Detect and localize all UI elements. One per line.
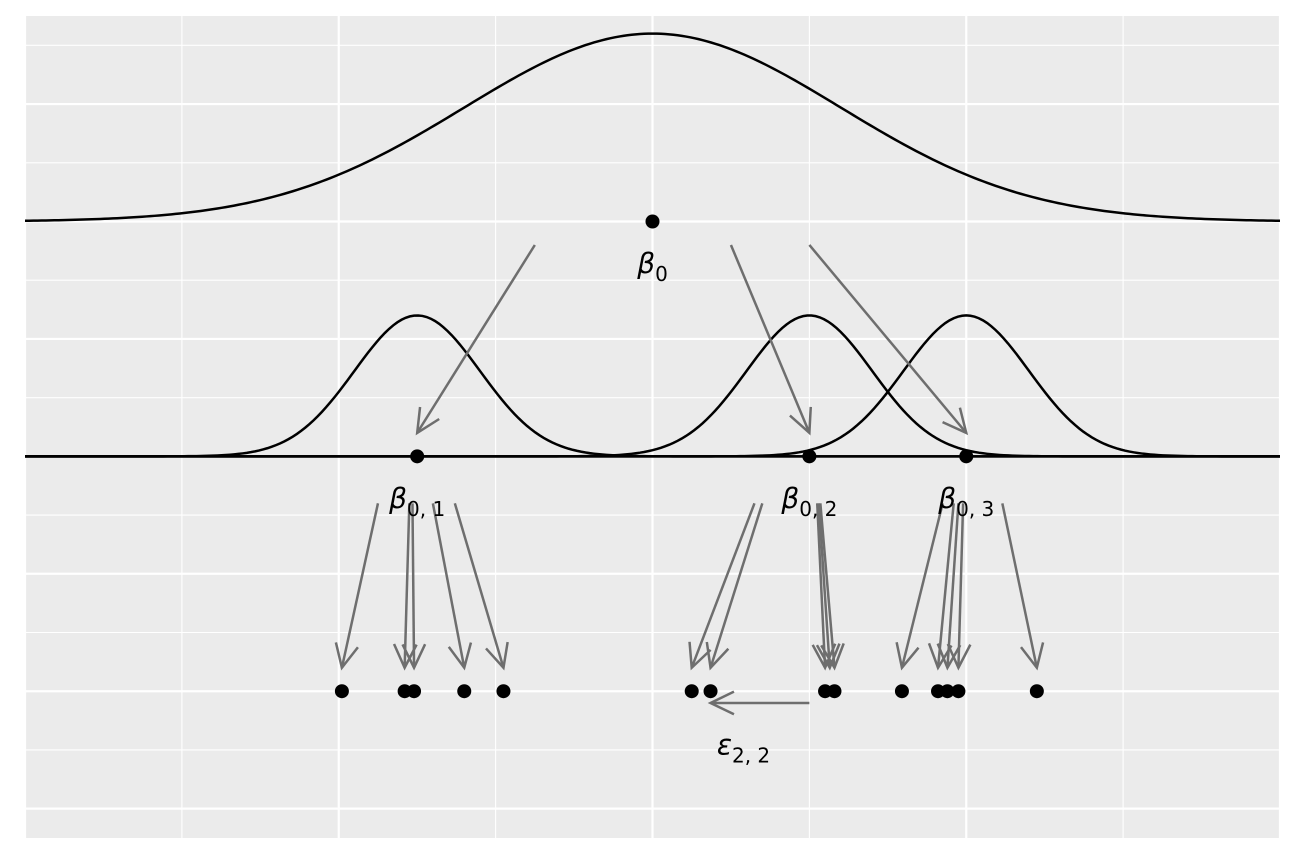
population-density-curve: [24, 32, 1281, 223]
observation-point: [894, 684, 909, 699]
group-sampling-arrow: [729, 244, 813, 436]
observation-point: [457, 684, 472, 699]
observation-sampling-arrow: [1001, 503, 1045, 671]
observation-sampling-arrow: [401, 503, 427, 671]
observation-sampling-arrow: [705, 502, 764, 671]
observation-sampling-arrow: [819, 503, 845, 671]
observation-point: [703, 684, 718, 699]
observation-point: [407, 684, 422, 699]
observation-sampling-arrow: [431, 503, 473, 671]
observation-sampling-arrow: [936, 503, 962, 671]
observation-sampling-arrow: [815, 503, 841, 671]
observation-sampling-arrow: [895, 503, 944, 671]
error-arrow: [707, 690, 810, 716]
group-sampling-arrow: [808, 244, 969, 436]
observation-sampling-arrow: [946, 503, 972, 671]
group-point-3: [959, 449, 974, 464]
observation-point: [827, 684, 842, 699]
group-point-2: [802, 449, 817, 464]
group-point-1: [410, 449, 425, 464]
parameter-points: [334, 214, 1044, 699]
observation-sampling-arrow: [392, 503, 418, 671]
observation-sampling-arrow: [334, 503, 380, 671]
observation-point: [951, 684, 966, 699]
error-label: ε2, 2: [717, 728, 770, 767]
group-density-curve-3: [25, 314, 1280, 458]
sampling-arrows: [334, 244, 1045, 716]
observation-sampling-arrow: [453, 502, 509, 671]
observation-sampling-arrow: [688, 502, 756, 671]
observation-point: [334, 684, 349, 699]
group-label-2: β0, 2: [780, 482, 837, 521]
observation-point: [940, 684, 955, 699]
observation-point: [496, 684, 511, 699]
observation-point: [1029, 684, 1044, 699]
beta-0-label: β0: [636, 247, 668, 286]
group-label-3: β0, 3: [937, 482, 994, 521]
observation-sampling-arrow: [811, 503, 837, 671]
group-sampling-arrow: [415, 244, 536, 436]
beta-0-point: [645, 214, 660, 229]
observation-point: [684, 684, 699, 699]
parameter-labels: β0 β0, 1 β0, 2 β0, 3 ε2, 2: [388, 247, 994, 767]
density-curves: [24, 32, 1281, 458]
group-label-1: β0, 1: [388, 482, 445, 521]
observation-sampling-arrow: [927, 503, 955, 671]
